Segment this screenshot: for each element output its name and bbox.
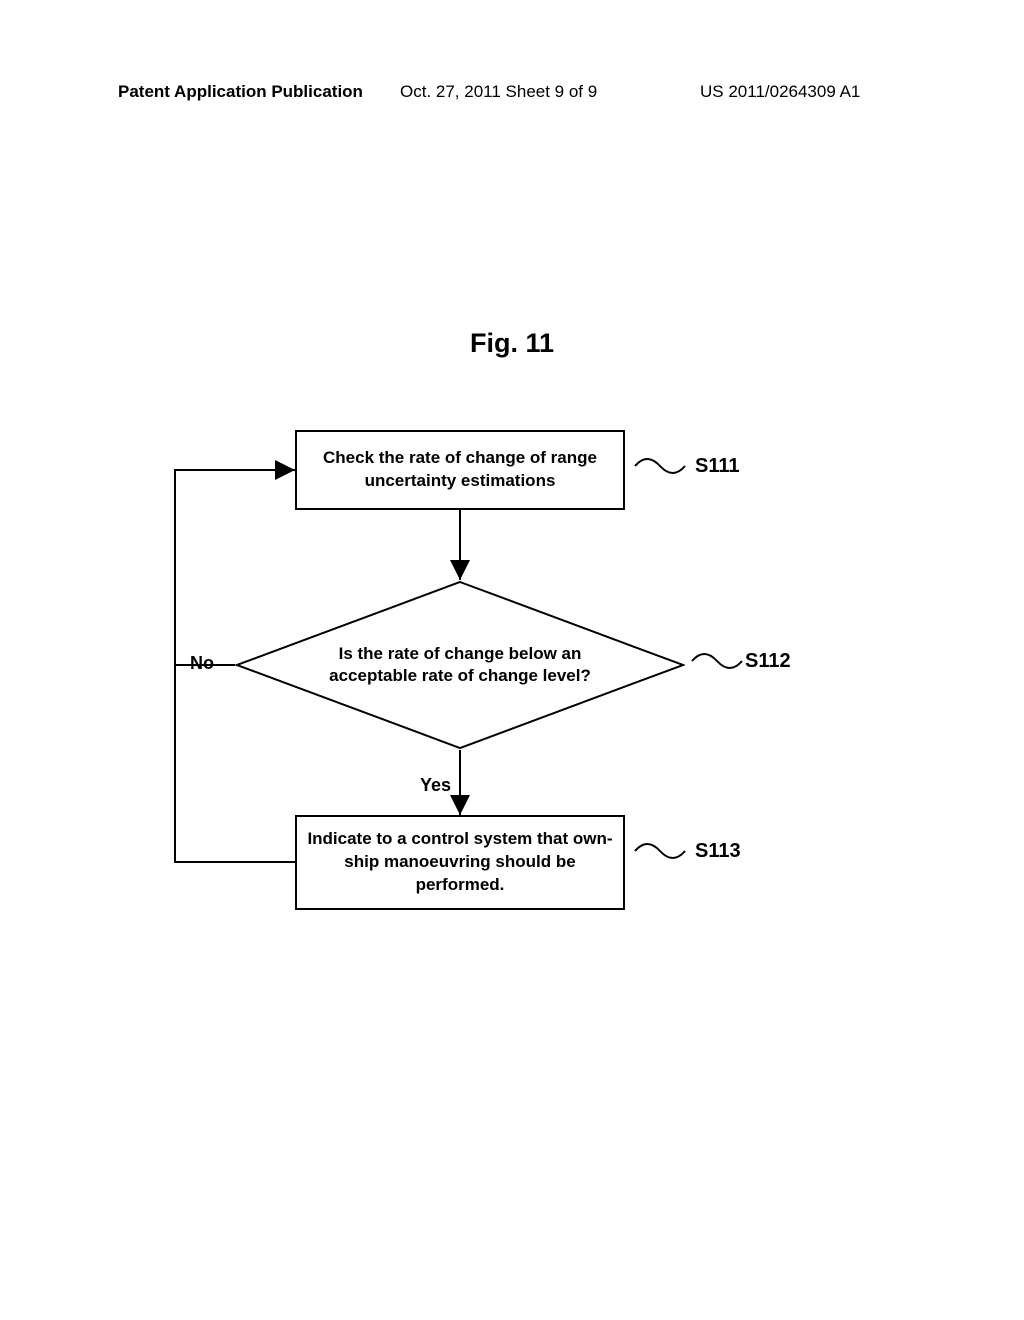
edge-label-yes: Yes <box>420 775 451 796</box>
header-mid: Oct. 27, 2011 Sheet 9 of 9 <box>400 82 597 102</box>
flowchart: Check the rate of change of range uncert… <box>175 430 875 990</box>
header-left: Patent Application Publication <box>118 82 363 102</box>
figure-title: Fig. 11 <box>0 328 1024 359</box>
header-right: US 2011/0264309 A1 <box>700 82 860 102</box>
edge-label-no: No <box>190 653 214 674</box>
flowchart-edges <box>175 430 875 990</box>
